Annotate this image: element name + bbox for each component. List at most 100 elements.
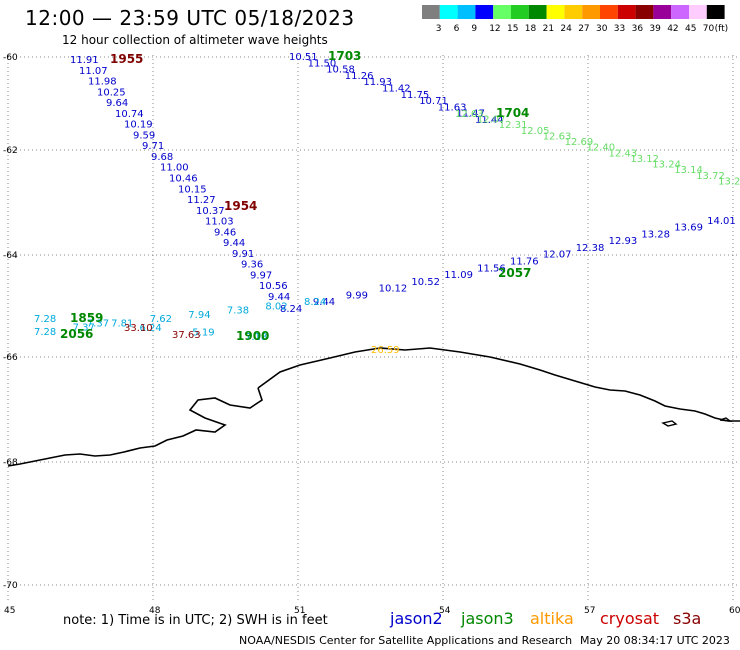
wave-height-value: 12.31 bbox=[499, 120, 528, 131]
wave-height-value: 5.19 bbox=[192, 328, 214, 339]
lat-tick-label: -64 bbox=[3, 251, 18, 261]
pass-time-label: 1703 bbox=[328, 49, 361, 63]
wave-height-value: 10.74 bbox=[115, 109, 144, 120]
wave-height-value: 10.71 bbox=[419, 96, 448, 107]
lat-tick-label: -68 bbox=[3, 458, 18, 468]
colorbar-swatch bbox=[689, 5, 707, 19]
wave-height-value: 12.07 bbox=[543, 250, 572, 261]
pass-time-label: 1859 bbox=[70, 311, 103, 325]
colorbar-tick: 36 bbox=[632, 24, 644, 34]
colorbar-swatch bbox=[493, 5, 511, 19]
colorbar-swatch bbox=[671, 5, 689, 19]
colorbar-tick: 18 bbox=[525, 24, 537, 34]
island bbox=[719, 417, 733, 422]
colorbar-swatch bbox=[600, 5, 618, 19]
wave-height-value: 11.56 bbox=[477, 263, 506, 274]
wave-height-value: 33.10 bbox=[124, 323, 153, 334]
wave-height-value: 9.99 bbox=[346, 290, 368, 301]
axis-tick-labels: 45 48 51 54 57 60 -60 -62 -64 -66 -68 -70 bbox=[3, 53, 740, 616]
wave-height-value: 10.51 bbox=[289, 52, 318, 63]
colorbar-swatch bbox=[617, 5, 636, 19]
wave-height-value: 10.46 bbox=[169, 174, 198, 185]
pass-time-label: 1704 bbox=[496, 106, 529, 120]
legend-jason2: jason2 bbox=[390, 609, 443, 628]
wave-height-value: 10.25 bbox=[97, 87, 126, 98]
lat-tick-label: -62 bbox=[3, 146, 18, 156]
wave-height-value: 11.93 bbox=[363, 77, 392, 88]
wave-height-value: 11.00 bbox=[160, 163, 189, 174]
colorbar-tick: 39 bbox=[649, 24, 661, 34]
wave-height-value: 11.76 bbox=[510, 257, 539, 268]
lon-tick-label: 48 bbox=[149, 606, 161, 616]
wave-height-value: 6.24 bbox=[140, 323, 162, 334]
wave-height-value: 13.14 bbox=[674, 165, 703, 176]
colorbar: 3 6 9 12 15 18 21 24 27 30 33 36 39 42 45 70 (ft) bbox=[422, 5, 728, 34]
wave-height-value: 9.36 bbox=[241, 260, 263, 271]
wave-height-value: 9.44 bbox=[223, 238, 245, 249]
colorbar-swatch bbox=[706, 5, 725, 19]
wave-height-value: 9.68 bbox=[151, 152, 173, 163]
wave-height-value: 9.44 bbox=[313, 297, 335, 308]
wave-height-value: 13.12 bbox=[630, 154, 659, 165]
coastline-west bbox=[7, 387, 263, 467]
wave-height-value: 13.24 bbox=[652, 160, 681, 171]
colorbar-tick: 3 bbox=[436, 24, 442, 34]
colorbar-swatch bbox=[546, 5, 565, 19]
legend-jason3: jason3 bbox=[461, 609, 514, 628]
lat-tick-label: -60 bbox=[3, 53, 18, 63]
altimeter-tracks: 11.9111.0711.9810.259.6410.7410.199.599.… bbox=[34, 52, 740, 356]
wave-height-value: 10.19 bbox=[124, 120, 153, 131]
wave-height-value: 10.12 bbox=[379, 284, 408, 295]
wave-height-value: 7.81 bbox=[111, 318, 133, 329]
colorbar-tick: 33 bbox=[614, 24, 625, 34]
wave-height-value: 9.44 bbox=[268, 292, 290, 303]
wave-height-value: 8.24 bbox=[280, 304, 302, 315]
wave-height-value: 11.47 bbox=[456, 109, 485, 120]
island bbox=[661, 420, 678, 427]
wave-height-value: 14.01 bbox=[707, 216, 736, 227]
wave-height-value: 11.27 bbox=[187, 195, 216, 206]
page-title: 12:00 — 23:59 UTC 05/18/2023 bbox=[25, 6, 355, 30]
colorbar-tick: 24 bbox=[560, 24, 572, 34]
wave-height-value: 12.38 bbox=[576, 243, 605, 254]
lon-tick-label: 60 bbox=[729, 606, 740, 616]
map-grid bbox=[7, 55, 740, 600]
pass-time-label: 1955 bbox=[110, 52, 143, 66]
wave-height-value: 11.50 bbox=[308, 58, 337, 69]
wave-height-value: 11.26 bbox=[345, 71, 374, 82]
wave-height-value: 10.15 bbox=[178, 184, 207, 195]
pass-time-label: 2057 bbox=[498, 266, 531, 280]
wave-height-value: 9.91 bbox=[232, 249, 254, 260]
colorbar-swatch bbox=[564, 5, 583, 19]
colorbar-unit: (ft) bbox=[715, 24, 729, 34]
footnote: note: 1) Time is in UTC; 2) SWH is in fe… bbox=[63, 613, 328, 628]
wave-height-value: 37.63 bbox=[172, 330, 201, 341]
wave-height-value: 11.09 bbox=[444, 270, 473, 281]
colorbar-swatch bbox=[422, 5, 440, 19]
lon-tick-label: 45 bbox=[4, 606, 15, 616]
lat-tick-label: -70 bbox=[3, 581, 18, 591]
colorbar-tick: 30 bbox=[596, 24, 608, 34]
wave-height-value: 8.02 bbox=[265, 301, 287, 312]
lon-tick-label: 54 bbox=[439, 606, 451, 616]
legend-altika: altika bbox=[530, 609, 574, 628]
colorbar-tick: 70 bbox=[703, 24, 715, 34]
credit-line: NOAA/NESDIS Center for Satellite Applica… bbox=[239, 634, 573, 647]
wave-height-value: 7.28 bbox=[34, 327, 56, 338]
legend-cryosat: cryosat bbox=[600, 609, 660, 628]
colorbar-tick: 15 bbox=[507, 24, 518, 34]
colorbar-swatch bbox=[635, 5, 654, 19]
wave-height-value: 9.46 bbox=[214, 227, 236, 238]
timestamp: May 20 08:34:17 UTC 2023 bbox=[580, 634, 730, 647]
colorbar-tick: 6 bbox=[454, 24, 460, 34]
colorbar-tick: 45 bbox=[685, 24, 696, 34]
wave-height-value: 7.18 bbox=[245, 332, 267, 343]
wave-height-value: 12.43 bbox=[609, 148, 638, 159]
wave-height-value: 12.05 bbox=[521, 126, 550, 137]
pass-time-label: 1900 bbox=[236, 329, 269, 343]
wave-height-value: 11.03 bbox=[205, 217, 234, 228]
wave-height-value: 7.94 bbox=[188, 310, 210, 321]
wave-height-value: 13.69 bbox=[674, 223, 703, 234]
colorbar-tick: 42 bbox=[667, 24, 678, 34]
